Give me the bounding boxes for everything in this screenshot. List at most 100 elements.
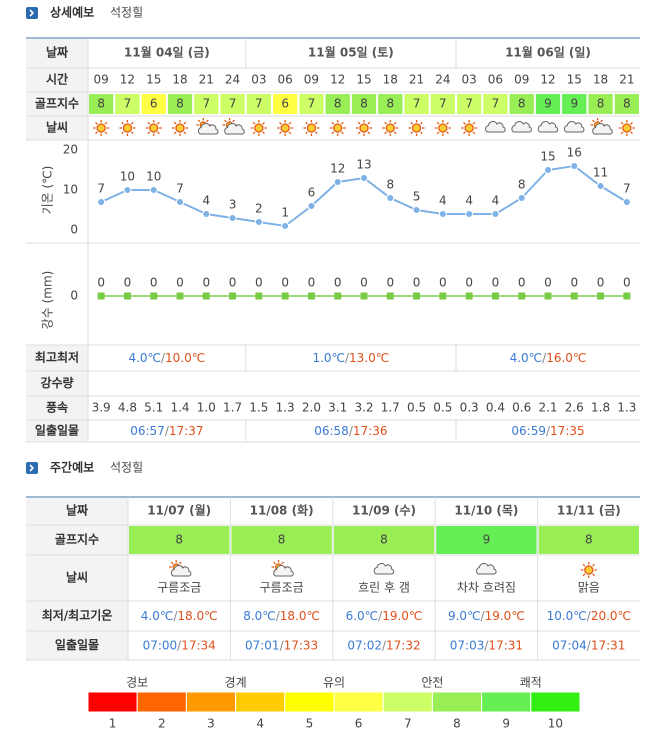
time-label: 09: [94, 73, 109, 87]
sunrise-sunset: 07:04/17:31: [552, 638, 625, 652]
golf-value: 7: [492, 97, 500, 111]
point: [97, 292, 105, 300]
time-label: 18: [383, 73, 398, 87]
golf-cell: [333, 526, 435, 554]
point: [176, 198, 184, 206]
separator: /: [481, 609, 486, 623]
golf-value: 9: [483, 533, 491, 547]
time-label: 03: [462, 73, 477, 87]
wind-value: 0.6: [512, 401, 531, 415]
legend-level: 안전: [421, 676, 443, 690]
point: [123, 186, 132, 194]
golf-cell: [614, 94, 639, 114]
sun-ray: [121, 131, 124, 135]
section-chevron: [29, 464, 35, 472]
time-label: 24: [225, 73, 240, 87]
sun-disc: [438, 123, 448, 133]
row-label: 골프지수: [35, 96, 79, 111]
section-location: 석정힐: [110, 6, 143, 20]
separator: /: [587, 638, 592, 652]
sun-ray: [592, 563, 595, 567]
axis-title: 기온 (℃): [41, 166, 55, 215]
sun-ray: [410, 131, 414, 135]
section-location: 석정힐: [110, 461, 143, 475]
row-label: 강수량: [40, 376, 73, 390]
point: [570, 162, 579, 170]
wind-value: 2.0: [302, 401, 321, 415]
time-label: 12: [330, 73, 345, 87]
high-value: 17:33: [284, 638, 319, 652]
time-label: 21: [409, 73, 424, 87]
sun-ray: [288, 131, 292, 135]
data-label: 0: [360, 276, 368, 290]
legend-swatch: [185, 691, 237, 713]
golf-cell: [220, 94, 245, 114]
cloud-icon: [537, 121, 559, 133]
separator: /: [542, 351, 547, 365]
point: [202, 292, 210, 300]
row-label: 날짜: [46, 45, 68, 60]
sun-ray: [620, 131, 624, 135]
day-header: 11월 06일 (일): [505, 45, 591, 60]
sun-icon: [618, 120, 635, 136]
sun-ray: [446, 131, 449, 135]
high-value: 20.0℃: [591, 609, 631, 623]
sun-icon: [329, 120, 346, 136]
time-label: 12: [540, 73, 555, 87]
golf-cell: [404, 94, 429, 114]
golf-value: 7: [124, 97, 132, 111]
sun-disc: [359, 123, 369, 133]
low-value: 06:57: [130, 424, 165, 438]
weather-text: 구름조금: [157, 581, 201, 595]
separator: /: [173, 609, 178, 623]
data-label: 3: [229, 198, 237, 212]
day-header: 11/10 (목): [454, 504, 518, 518]
day-header: 11/11 (금): [557, 504, 621, 518]
sun-disc: [122, 123, 133, 133]
y-tick-label: 0: [70, 223, 78, 237]
day-header: 11/08 (화): [250, 503, 314, 518]
sun-ray: [463, 121, 466, 125]
sun-ray: [420, 121, 423, 125]
sun-icon: [303, 120, 320, 136]
point: [281, 292, 289, 300]
cloud-icon: [592, 123, 613, 135]
data-label: 16: [567, 146, 582, 160]
time-label: 18: [172, 73, 187, 87]
time-label: 21: [199, 73, 214, 87]
sun-disc: [149, 123, 159, 133]
legend-level: 경보: [126, 676, 148, 690]
section-chevron: [29, 9, 35, 17]
data-label: 4: [439, 194, 447, 208]
legend-level: 유의: [323, 676, 345, 690]
sun-ray: [104, 121, 108, 125]
golf-value: 8: [176, 97, 184, 111]
golf-value: 8: [380, 533, 388, 547]
sunrise-sunset: 07:03/17:31: [450, 638, 523, 652]
sun-ray: [252, 121, 256, 125]
sunrise-sunset: 06:59/17:35: [511, 424, 584, 438]
row-label: 날짜: [66, 503, 88, 518]
day-header: 11/09 (수): [352, 504, 416, 518]
golf-value: 8: [97, 97, 105, 111]
cloud-icon: [564, 121, 585, 133]
point: [149, 186, 158, 194]
sun-ray: [367, 131, 371, 135]
separator: /: [276, 609, 281, 623]
cloud-icon: [170, 565, 192, 577]
point: [386, 194, 395, 202]
row-label: 일출일몰: [35, 423, 79, 438]
point: [597, 292, 605, 300]
golf-cell: [115, 94, 140, 114]
time-label: 21: [619, 73, 634, 87]
low-value: 07:01: [245, 638, 280, 652]
wind-value: 0.5: [407, 401, 426, 415]
point: [438, 210, 447, 218]
legend-number: 5: [306, 717, 314, 731]
low-value: 9.0℃: [448, 609, 481, 623]
point: [360, 174, 368, 182]
sunrise-sunset: 07:01/17:33: [245, 638, 318, 652]
min-max-temp: 10.0℃/20.0℃: [547, 609, 631, 623]
min-max-temp: 4.0℃/18.0℃: [141, 609, 218, 623]
